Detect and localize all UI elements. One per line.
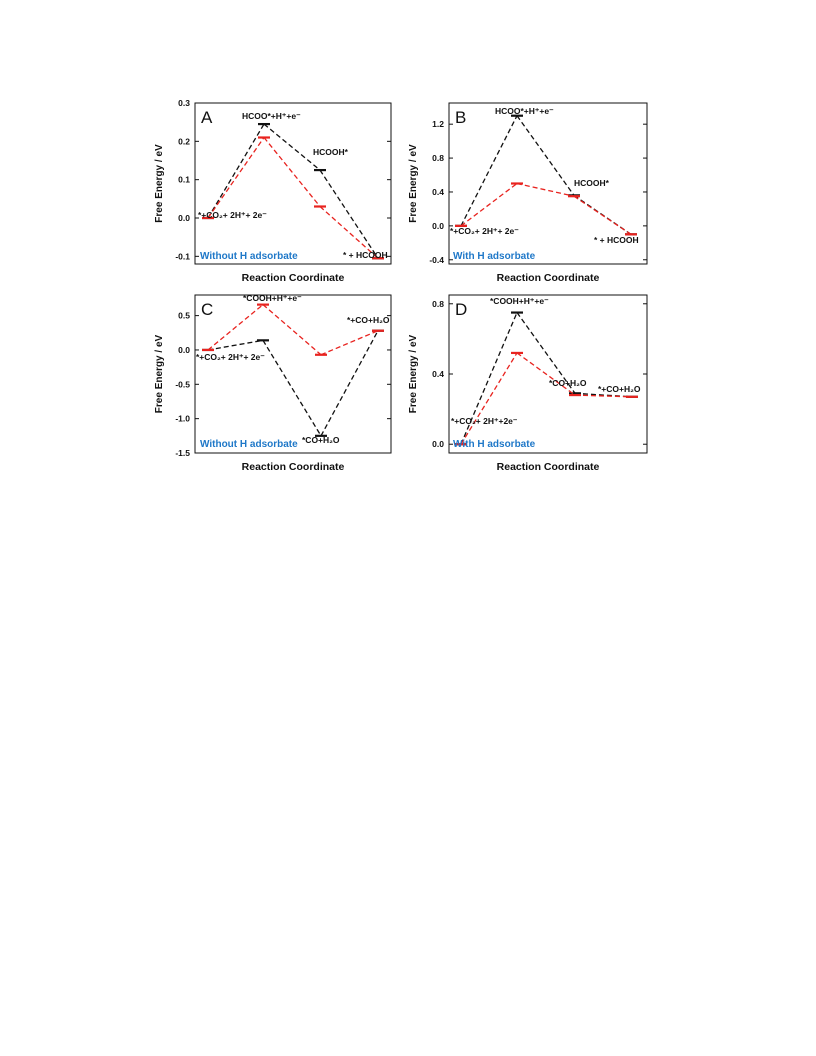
y-tick-label: 0.0 (178, 213, 190, 223)
condition-label: With H adsorbate (453, 251, 536, 262)
state-label: HCOO*+H⁺+e⁻ (242, 111, 301, 121)
plot-frame (448, 102, 648, 265)
connector-line (516, 115, 575, 196)
series-red (455, 351, 638, 446)
state-label: *+CO+H₂O (347, 315, 390, 325)
state-label: *+CO₂+ 2H⁺+ 2e⁻ (196, 352, 265, 362)
panel-letter: A (201, 108, 213, 127)
state-label: * + HCOOH (594, 235, 639, 245)
state-label: *CO+H₂O (549, 378, 587, 388)
panel-c: C -1.5 -1.0 -0.5 0.0 0.5 Free Energy / eV React… (154, 293, 392, 473)
connector-line (574, 392, 633, 398)
y-tick-label: 1.2 (432, 119, 444, 129)
y-axis-label: Free Energy / eV (408, 144, 419, 223)
x-axis-label: Reaction Coordinate (242, 461, 345, 473)
y-tick-label: 0.8 (432, 153, 444, 163)
y-tick-label: 0.0 (178, 345, 190, 355)
connector-line (319, 206, 379, 259)
connector-line (460, 182, 518, 227)
state-label: *+CO₂+ 2H⁺+ 2e⁻ (450, 226, 519, 236)
y-tick-label: 0.4 (432, 187, 444, 197)
x-axis-label: Reaction Coordinate (242, 272, 345, 284)
connector-line (516, 182, 575, 197)
state-label: *+CO+H₂O (598, 384, 641, 394)
plot-frame (448, 294, 648, 454)
y-tick-label: 0.3 (178, 98, 190, 108)
series-red (455, 182, 637, 236)
condition-label: With H adsorbate (453, 439, 536, 450)
x-axis-label: Reaction Coordinate (497, 461, 600, 473)
connector-line (320, 330, 379, 356)
connector-line (207, 123, 265, 219)
series-black (202, 122, 384, 260)
connector-line (574, 394, 633, 398)
series-red (202, 136, 384, 260)
y-tick-label: -0.1 (175, 251, 190, 261)
state-label: *COOH+H⁺+e⁻ (490, 296, 549, 306)
y-tick-label: -1.5 (175, 448, 190, 458)
series-black (202, 329, 384, 437)
panel-letter: D (455, 300, 467, 319)
series-red (202, 303, 384, 356)
y-tick-label: 0.8 (432, 299, 444, 309)
panel-letter: B (455, 108, 466, 127)
connector-line (516, 352, 576, 396)
panel-a: A -0.1 0.0 0.1 0.2 0.3 Free Energy / eV Reactio… (154, 98, 392, 284)
connector-line (262, 340, 322, 437)
panel-letter: C (201, 300, 213, 319)
condition-label: Without H adsorbate (200, 439, 298, 450)
condition-label: Without H adsorbate (200, 251, 298, 262)
x-axis-label: Reaction Coordinate (497, 272, 600, 284)
connector-line (319, 169, 379, 259)
y-axis-label: Free Energy / eV (408, 334, 419, 413)
y-axis-label: Free Energy / eV (154, 334, 165, 413)
state-label: HCOOH* (313, 147, 349, 157)
connector-line (262, 304, 322, 356)
y-tick-label: -1.0 (175, 414, 190, 424)
connector-line (263, 137, 321, 207)
state-label: *+CO₂+ 2H⁺+ 2e⁻ (198, 210, 267, 220)
connector-line (573, 195, 632, 235)
y-tick-label: 0.1 (178, 175, 190, 185)
series-black (455, 114, 637, 236)
plot-frame (194, 102, 392, 265)
y-tick-label: -0.4 (429, 255, 444, 265)
state-label: *+CO₂+ 2H⁺+2e⁻ (451, 416, 518, 426)
panel-d: D 0.0 0.4 0.8 Free Energy / eV Reaction Coord… (408, 294, 648, 473)
connector-line (516, 312, 576, 394)
connector-line (263, 123, 321, 171)
connector-line (207, 339, 264, 351)
plot-frame (194, 294, 392, 454)
connector-line (320, 330, 379, 437)
y-tick-label: 0.4 (432, 369, 444, 379)
state-label: *CO+H₂O (302, 435, 340, 445)
state-label: HCOO*+H⁺+e⁻ (495, 106, 554, 116)
y-axis-label: Free Energy / eV (154, 144, 165, 223)
y-tick-label: 0.0 (432, 221, 444, 231)
state-label: *COOH+H⁺+e⁻ (243, 293, 302, 303)
y-tick-label: 0.0 (432, 439, 444, 449)
connector-line (207, 137, 265, 219)
connector-line (460, 352, 518, 445)
connector-line (460, 115, 518, 227)
panel-b: B -0.4 0.0 0.4 0.8 1.2 Free Energy / eV Reactio… (408, 102, 648, 284)
state-label: HCOOH* (574, 178, 610, 188)
connector-line (207, 304, 264, 351)
state-label: * + HCOOH (343, 250, 388, 260)
y-tick-label: 0.2 (178, 136, 190, 146)
y-tick-label: 0.5 (178, 311, 190, 321)
y-tick-label: -0.5 (175, 379, 190, 389)
